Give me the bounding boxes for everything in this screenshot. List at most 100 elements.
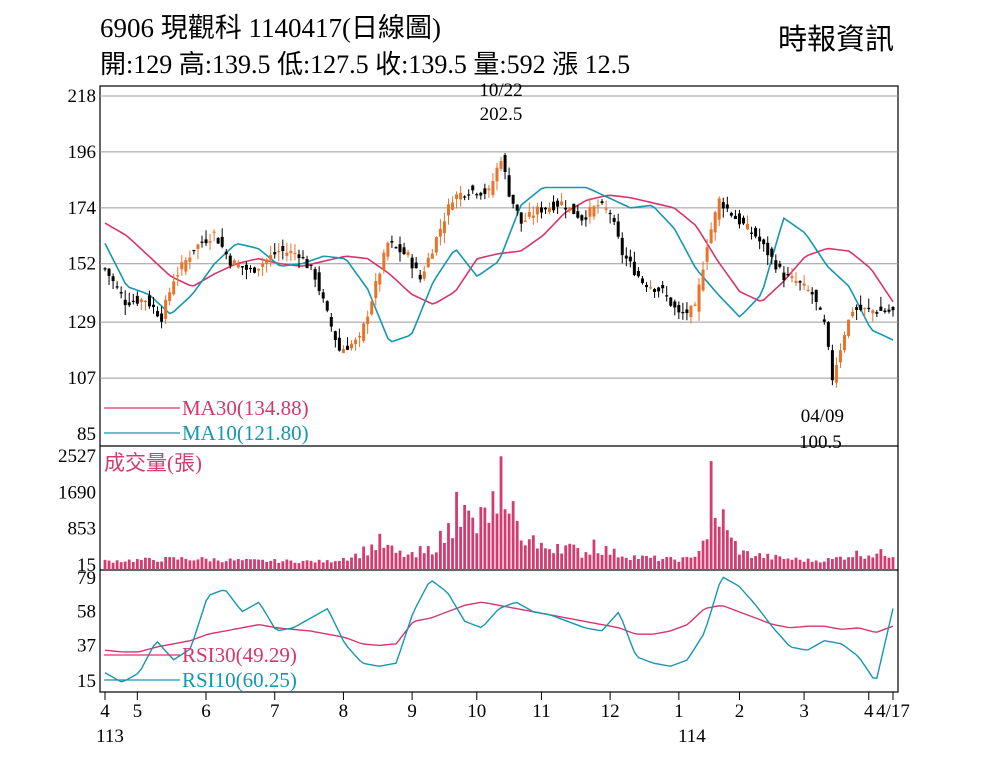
volume-bar bbox=[245, 558, 248, 570]
candle-body bbox=[232, 260, 236, 265]
volume-bar bbox=[378, 533, 382, 570]
candle-body bbox=[362, 323, 366, 341]
volume-bar bbox=[540, 542, 543, 570]
candle-body bbox=[341, 349, 345, 353]
candle-body bbox=[127, 302, 131, 306]
candle-body bbox=[164, 299, 168, 319]
month-label: 5 bbox=[133, 701, 143, 722]
volume-bar bbox=[830, 558, 834, 570]
candle-body bbox=[281, 246, 285, 252]
candle-body bbox=[358, 336, 362, 338]
candle-body bbox=[151, 304, 155, 308]
rsi-axis: 79 58 37 15 bbox=[77, 568, 96, 692]
candle-body bbox=[774, 260, 778, 270]
volume-bar bbox=[475, 533, 479, 570]
candle-body bbox=[556, 200, 560, 207]
volume-tick-label: 15 bbox=[77, 555, 96, 576]
candle-body bbox=[608, 212, 612, 215]
volume-bar bbox=[257, 559, 260, 570]
volume-bar bbox=[705, 539, 709, 570]
volume-tick-label: 1690 bbox=[58, 482, 96, 503]
candle-body bbox=[762, 239, 766, 245]
volume-bar bbox=[144, 557, 147, 570]
volume-bar bbox=[693, 556, 697, 570]
candle-body bbox=[560, 201, 564, 206]
volume-bar bbox=[156, 561, 159, 570]
price-tick-label: 196 bbox=[68, 142, 97, 163]
candle-body bbox=[620, 237, 624, 256]
candle-body bbox=[770, 248, 774, 257]
volume-bar bbox=[220, 562, 224, 570]
panel-frames bbox=[99, 85, 899, 693]
candle-body bbox=[386, 242, 390, 257]
candle-body bbox=[661, 285, 665, 289]
volume-bar bbox=[212, 558, 216, 570]
month-label: 12 bbox=[601, 701, 620, 722]
volume-bar bbox=[350, 557, 353, 570]
candle-body bbox=[156, 311, 160, 317]
volume-bar bbox=[859, 556, 863, 570]
volume-bar bbox=[818, 562, 822, 570]
candle-body bbox=[531, 215, 535, 218]
volume-bar bbox=[265, 561, 269, 570]
volume-bar bbox=[394, 552, 398, 570]
candle-body bbox=[758, 236, 762, 242]
candle-body bbox=[729, 212, 733, 216]
candle-body bbox=[669, 297, 673, 306]
volume-bar bbox=[701, 540, 705, 570]
volume-bar bbox=[665, 557, 669, 570]
volume-bar bbox=[734, 541, 737, 570]
candle-body bbox=[543, 207, 547, 210]
volume-bar bbox=[451, 538, 454, 570]
candle-body bbox=[875, 312, 879, 314]
candle-body bbox=[442, 221, 446, 234]
candle-body bbox=[798, 281, 802, 283]
candle-body bbox=[725, 204, 729, 209]
volume-bar bbox=[418, 546, 422, 570]
candle-body bbox=[778, 263, 782, 267]
volume-bar bbox=[410, 552, 414, 570]
rsi30-line bbox=[104, 601, 894, 653]
year-label: 113 bbox=[96, 726, 124, 747]
price-legend: MA30(134.88)MA10(121.80) bbox=[104, 396, 309, 445]
price-gridlines bbox=[100, 95, 898, 379]
candle-body bbox=[467, 194, 471, 196]
volume-bar bbox=[463, 504, 467, 570]
candle-body bbox=[644, 284, 648, 288]
price-tick-label: 152 bbox=[68, 254, 97, 275]
candle-body bbox=[285, 252, 289, 256]
candle-body bbox=[604, 208, 608, 210]
volume-bar bbox=[406, 554, 410, 570]
low-date-label: 04/09 bbox=[801, 406, 844, 427]
volume-bar bbox=[487, 522, 491, 570]
volume-bar bbox=[867, 555, 871, 570]
candle-body bbox=[309, 264, 313, 267]
candle-body bbox=[398, 244, 402, 253]
candle-body bbox=[438, 228, 442, 237]
candle-body bbox=[487, 188, 491, 191]
candle-body bbox=[394, 247, 398, 249]
volume-bar bbox=[164, 556, 168, 570]
volume-bar bbox=[612, 548, 616, 570]
candle-body bbox=[200, 241, 204, 243]
volume-bar bbox=[576, 548, 580, 570]
candle-body bbox=[548, 207, 552, 212]
candle-body bbox=[103, 268, 107, 270]
volume-bar bbox=[572, 544, 576, 570]
volume-bar bbox=[653, 555, 656, 570]
volume-bar bbox=[689, 557, 693, 570]
candle-body bbox=[612, 217, 616, 222]
chart-title: 6906 現觀科 1140417(日線圖) bbox=[100, 13, 441, 43]
volume-bar bbox=[729, 537, 733, 570]
volume-bar bbox=[228, 558, 232, 570]
volume-bar bbox=[188, 560, 192, 570]
candle-body bbox=[685, 309, 689, 314]
candle-body bbox=[535, 206, 539, 215]
volume-bar bbox=[281, 561, 285, 570]
candle-body bbox=[766, 242, 770, 256]
volume-bar bbox=[402, 556, 406, 570]
month-label: 4 bbox=[864, 701, 874, 722]
candle-body bbox=[733, 215, 737, 220]
candle-body bbox=[168, 292, 172, 301]
volume-bar bbox=[333, 561, 337, 570]
